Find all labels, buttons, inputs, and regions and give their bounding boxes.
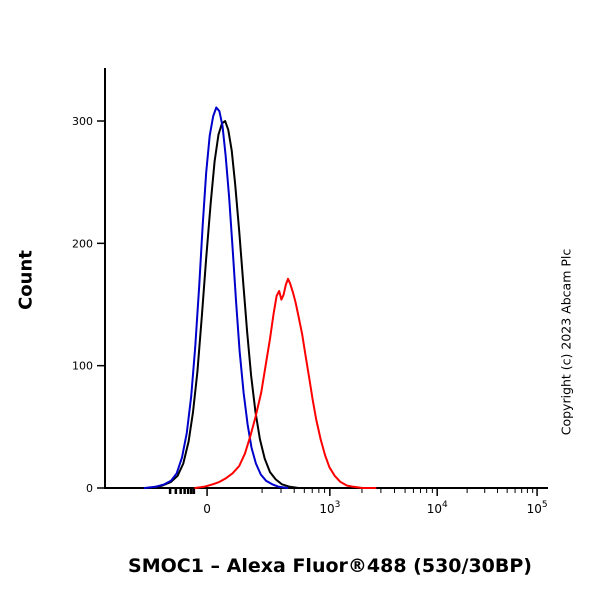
y-tick-label: 300: [72, 115, 93, 128]
x-tick-label: 0: [203, 502, 211, 516]
x-tick-label: 104: [427, 500, 448, 516]
curve-blue-control: [143, 106, 289, 489]
x-tick-label: 103: [319, 500, 340, 516]
y-tick-label: 200: [72, 237, 93, 250]
copyright-label: Copyright (c) 2023 Abcam Plc: [558, 248, 574, 436]
y-tick-label: 0: [86, 482, 93, 495]
y-axis-title: Count: [15, 250, 37, 310]
curve-black-control: [148, 120, 300, 489]
curve-red-smoc1: [194, 277, 377, 489]
chart-title: SMOC1 – Alexa Fluor®488 (530/30BP): [128, 555, 532, 577]
y-tick-label: 100: [72, 360, 93, 373]
x-tick-label: 105: [527, 500, 548, 516]
